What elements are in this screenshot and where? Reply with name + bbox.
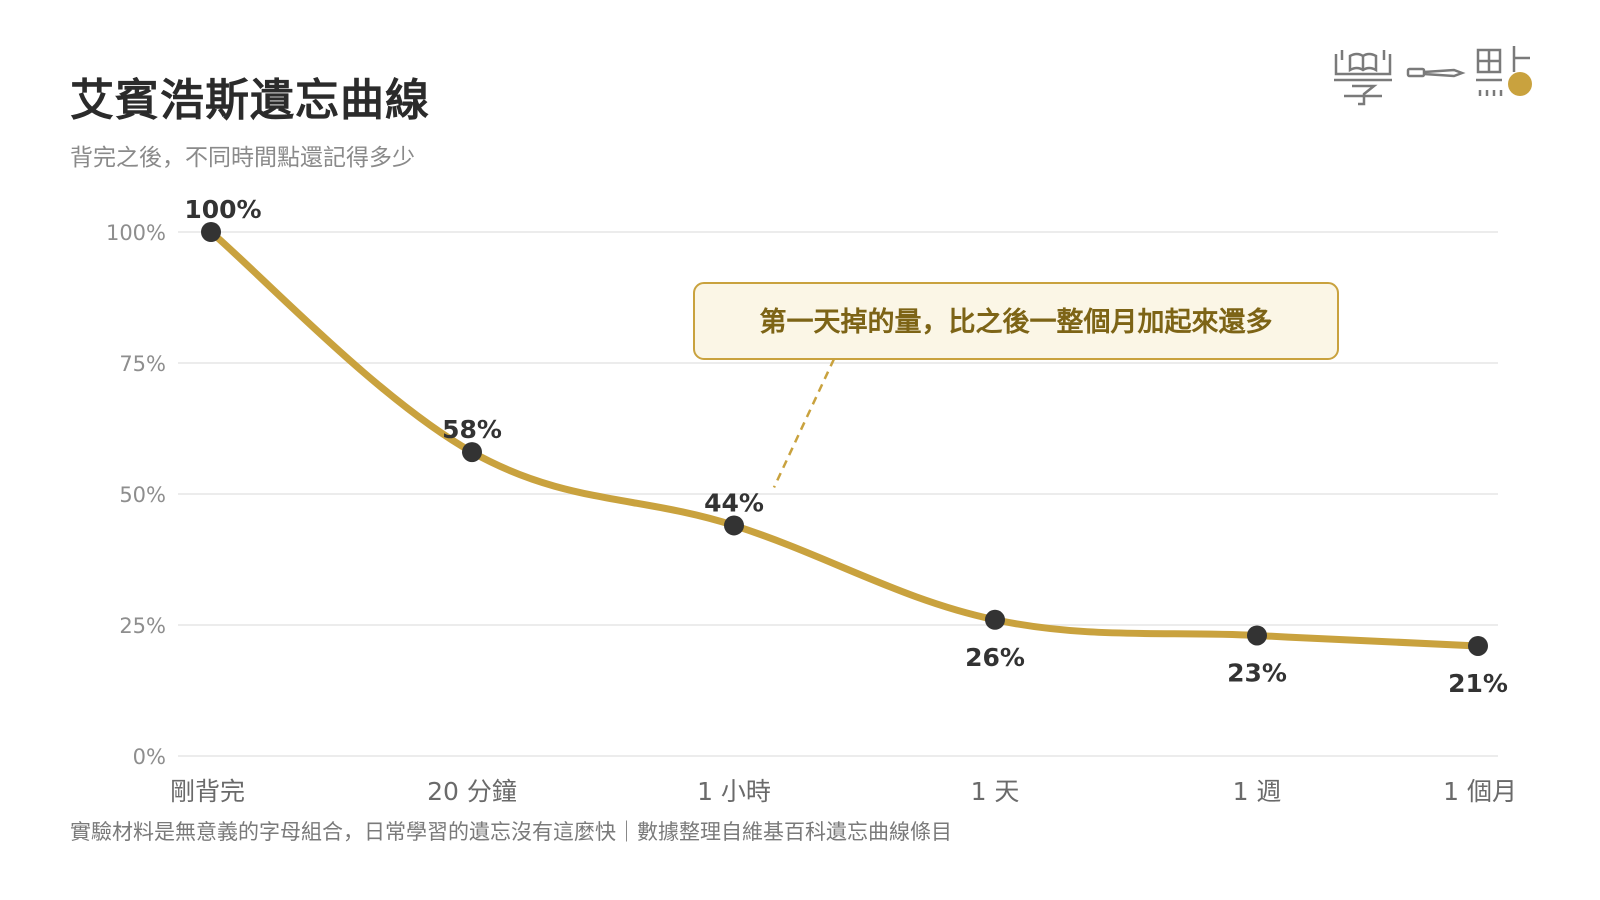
dot-character-icon bbox=[1476, 46, 1530, 96]
data-points bbox=[201, 222, 1488, 656]
x-tick-label: 1 個月 bbox=[1443, 777, 1517, 806]
data-point bbox=[462, 442, 482, 463]
book-pen-dot-logo-icon bbox=[1334, 46, 1532, 106]
data-label: 44% bbox=[704, 488, 764, 517]
x-tick-label: 1 週 bbox=[1233, 777, 1282, 806]
callout-leader-line bbox=[772, 358, 836, 488]
x-tick-label: 1 小時 bbox=[697, 777, 771, 806]
x-axis-ticks: 剛背完 20 分鐘 1 小時 1 天 1 週 1 個月 bbox=[170, 777, 1517, 806]
book-icon bbox=[1334, 50, 1392, 106]
data-label: 21% bbox=[1448, 669, 1508, 698]
data-label: 58% bbox=[442, 415, 502, 444]
data-point bbox=[724, 515, 744, 536]
pen-icon bbox=[1406, 67, 1466, 78]
data-point bbox=[1247, 625, 1267, 646]
callout-box bbox=[693, 282, 1339, 360]
y-tick-label: 100% bbox=[106, 221, 166, 245]
x-tick-label: 1 天 bbox=[971, 777, 1020, 806]
y-axis-ticks: 0% 25% 50% 75% 100% bbox=[106, 221, 166, 769]
data-point bbox=[985, 609, 1005, 630]
chart-subtitle: 背完之後，不同時間點還記得多少 bbox=[70, 145, 415, 171]
y-tick-label: 25% bbox=[119, 614, 166, 638]
x-tick-label: 20 分鐘 bbox=[427, 777, 517, 806]
annotation-callout: 第一天掉的量，比之後一整個月加起來還多 bbox=[693, 282, 1339, 488]
callout-text: 第一天掉的量，比之後一整個月加起來還多 bbox=[760, 306, 1273, 338]
data-label: 23% bbox=[1227, 658, 1287, 687]
y-tick-label: 75% bbox=[119, 352, 166, 376]
accent-dot-icon bbox=[1508, 72, 1532, 96]
data-point bbox=[1468, 635, 1488, 656]
x-tick-label: 剛背完 bbox=[170, 777, 245, 806]
y-tick-label: 50% bbox=[119, 483, 166, 507]
grid-lines bbox=[178, 231, 1498, 757]
y-tick-label: 0% bbox=[133, 745, 166, 769]
footnote: 實驗材料是無意義的字母組合，日常學習的遺忘沒有這麼快｜數據整理自維基百科遺忘曲線… bbox=[70, 820, 952, 844]
data-label: 26% bbox=[965, 643, 1025, 672]
data-point bbox=[201, 222, 221, 242]
chart-title: 艾賓浩斯遺忘曲線 bbox=[70, 75, 430, 126]
data-label: 100% bbox=[184, 195, 261, 224]
data-labels: 100% 58% 44% 26% 23% 21% bbox=[184, 195, 1508, 698]
